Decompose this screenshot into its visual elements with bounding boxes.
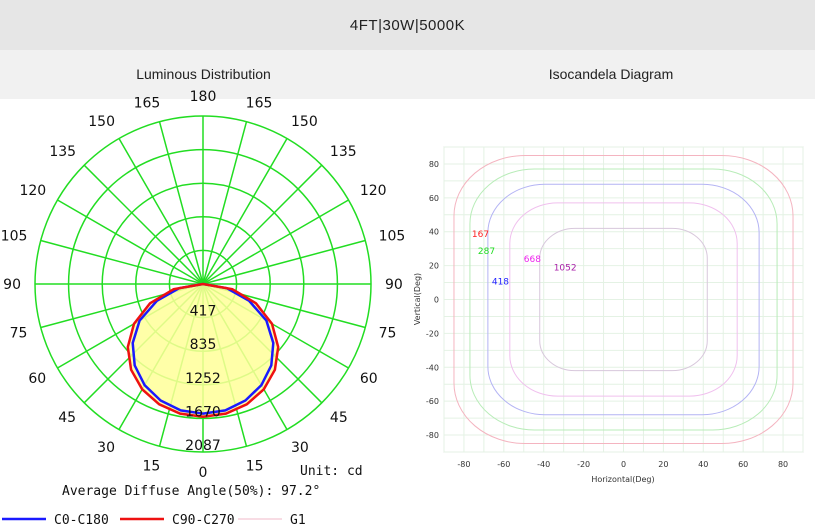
x-tick-label: -80 — [457, 460, 470, 469]
y-tick-label: 40 — [429, 228, 439, 237]
x-tick-label: 0 — [621, 460, 626, 469]
unit-label: Unit: cd — [300, 464, 363, 479]
angle-label: 180 — [190, 89, 217, 105]
angle-label: 165 — [134, 95, 161, 111]
y-tick-label: 60 — [429, 194, 439, 203]
ring-value-label: 1670 — [185, 404, 221, 420]
x-tick-label: 60 — [738, 460, 748, 469]
luminous-distribution-heading: Luminous Distribution — [136, 66, 271, 82]
polar-spoke — [83, 164, 204, 285]
angle-label: 60 — [28, 371, 46, 387]
x-tick-label: 20 — [658, 460, 668, 469]
angle-label: 45 — [58, 410, 76, 426]
polar-spoke — [202, 199, 349, 285]
polar-spoke — [202, 239, 366, 285]
iso-contours — [453, 154, 794, 445]
angle-label: 75 — [379, 326, 397, 342]
y-tick-label: -80 — [426, 431, 439, 440]
isocandela-chart: -80 -60 -40 -20 0 20 40 60 80 80 60 40 20 0 -20 -40 -60 -… — [413, 146, 804, 484]
angle-label: 120 — [360, 183, 387, 199]
angle-label: 0 — [199, 465, 208, 481]
polar-ring-labels: 417 835 1252 1670 2087 — [185, 304, 221, 454]
polar-spoke — [158, 121, 204, 285]
legend-label: C90-C270 — [172, 513, 235, 528]
angle-label: 45 — [330, 410, 348, 426]
iso-level-label: 1052 — [554, 264, 577, 274]
y-tick-label: -20 — [426, 329, 439, 338]
iso-contour-668 — [509, 202, 738, 397]
series-c90-c270-curve — [126, 282, 280, 419]
isocandela-diagram-heading: Isocandela Diagram — [548, 66, 674, 82]
angle-label: 135 — [330, 144, 357, 160]
iso-level-label: 167 — [472, 230, 489, 240]
iso-level-label: 287 — [478, 247, 495, 257]
angle-label: 150 — [291, 114, 318, 130]
iso-level-label: 668 — [524, 255, 541, 265]
iso-tick-labels: -80 -60 -40 -20 0 20 40 60 80 80 60 40 20 0 -20 -40 -60 -… — [426, 160, 788, 469]
y-axis-label: Vertical(Deg) — [413, 273, 422, 325]
iso-contour-labels: 167 287 418 668 1052 — [472, 230, 577, 287]
polar-angle-labels: 0 15 30 45 60 75 90 105 120 135 150 165 180 15 30 45 60 7… — [1, 89, 406, 481]
angle-label: 15 — [246, 459, 264, 475]
angle-label: 90 — [385, 277, 403, 293]
iso-contour-1052 — [539, 227, 708, 372]
iso-contour-167 — [453, 154, 794, 445]
legend-label: C0-C180 — [54, 513, 109, 528]
angle-label: 165 — [246, 95, 273, 111]
ring-value-label: 835 — [190, 337, 217, 353]
angle-label: 105 — [379, 228, 406, 244]
polar-spoke — [202, 138, 288, 285]
iso-contour-418 — [487, 183, 760, 416]
ring-value-label: 2087 — [185, 438, 221, 454]
y-tick-label: 0 — [434, 296, 439, 305]
angle-label: 90 — [3, 277, 21, 293]
chart-title: 4FT|30W|5000K — [0, 0, 815, 50]
angle-label: 120 — [19, 183, 46, 199]
x-tick-label: -60 — [497, 460, 510, 469]
polar-spoke — [40, 239, 204, 285]
angle-label: 15 — [143, 459, 161, 475]
x-tick-label: 40 — [698, 460, 708, 469]
subtitle-bar — [0, 50, 815, 99]
angle-label: 30 — [97, 440, 115, 456]
distribution-fill — [127, 284, 279, 417]
angle-label: 75 — [10, 326, 28, 342]
x-tick-label: 80 — [778, 460, 788, 469]
y-tick-label: 20 — [429, 262, 439, 271]
iso-grid — [443, 146, 804, 453]
average-diffuse-angle: Average Diffuse Angle(50%): 97.2° — [62, 484, 320, 499]
x-tick-label: -20 — [577, 460, 590, 469]
x-tick-label: -40 — [537, 460, 550, 469]
ring-value-label: 1252 — [185, 371, 221, 387]
iso-level-label: 418 — [492, 277, 509, 287]
polar-fill-area — [127, 284, 279, 417]
angle-label: 60 — [360, 371, 378, 387]
polar-spoke — [57, 199, 204, 285]
polar-spoke — [202, 164, 323, 285]
angle-label: 30 — [291, 440, 309, 456]
angle-label: 135 — [49, 144, 76, 160]
polar-legend: C0-C180 C90-C270 G1 — [2, 513, 306, 528]
y-tick-label: 80 — [429, 160, 439, 169]
ring-value-label: 417 — [190, 304, 217, 320]
polar-curves — [126, 282, 280, 419]
angle-label: 105 — [1, 228, 28, 244]
luminous-distribution-chart: 417 835 1252 1670 2087 0 15 30 45 60 75 90 105 120 13… — [1, 89, 406, 528]
legend-label: G1 — [290, 513, 306, 528]
polar-spoke — [118, 138, 204, 285]
y-tick-label: -60 — [426, 397, 439, 406]
iso-contour-287 — [469, 168, 778, 431]
x-axis-label: Horizontal(Deg) — [591, 475, 654, 484]
y-tick-label: -40 — [426, 363, 439, 372]
angle-label: 150 — [88, 114, 115, 130]
polar-spoke — [202, 121, 248, 285]
